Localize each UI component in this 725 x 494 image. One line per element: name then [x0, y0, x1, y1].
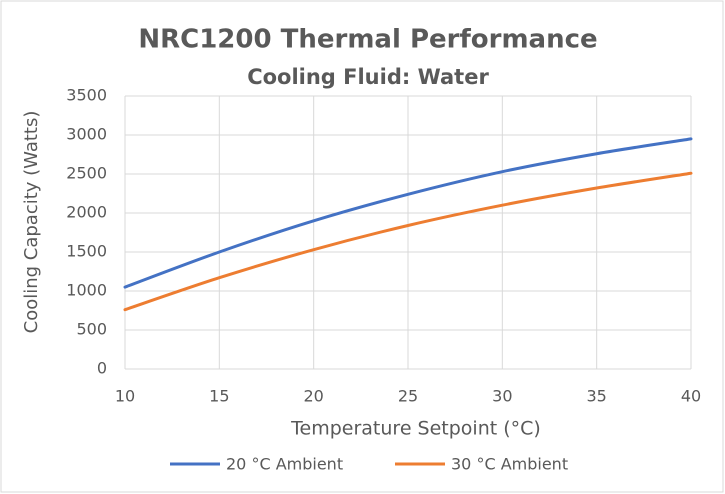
- series-line: [123, 137, 693, 289]
- legend-label: 30 °C Ambient: [451, 455, 568, 474]
- chart-subtitle: Cooling Fluid: Water: [247, 65, 489, 89]
- x-tick-label: 10: [115, 387, 135, 406]
- y-tick-label: 0: [97, 359, 107, 378]
- y-tick-label: 3000: [66, 125, 107, 144]
- x-tick-label: 25: [398, 387, 418, 406]
- series-line: [123, 171, 693, 312]
- legend-label: 20 °C Ambient: [226, 455, 343, 474]
- y-tick-label: 1000: [66, 281, 107, 300]
- x-tick-label: 35: [586, 387, 606, 406]
- y-axis-label: Cooling Capacity (Watts): [21, 111, 42, 334]
- x-tick-label: 40: [681, 387, 701, 406]
- x-axis-label: Temperature Setpoint (°C): [290, 418, 541, 440]
- y-tick-label: 1500: [66, 242, 107, 261]
- x-tick-label: 20: [303, 387, 323, 406]
- y-tick-label: 2000: [66, 203, 107, 222]
- chart-title: NRC1200 Thermal Performance: [138, 25, 597, 55]
- x-tick-label: 15: [209, 387, 229, 406]
- y-tick-label: 3500: [66, 86, 107, 105]
- y-tick-label: 2500: [66, 164, 107, 183]
- y-tick-label: 500: [76, 320, 107, 339]
- x-tick-label: 30: [492, 387, 512, 406]
